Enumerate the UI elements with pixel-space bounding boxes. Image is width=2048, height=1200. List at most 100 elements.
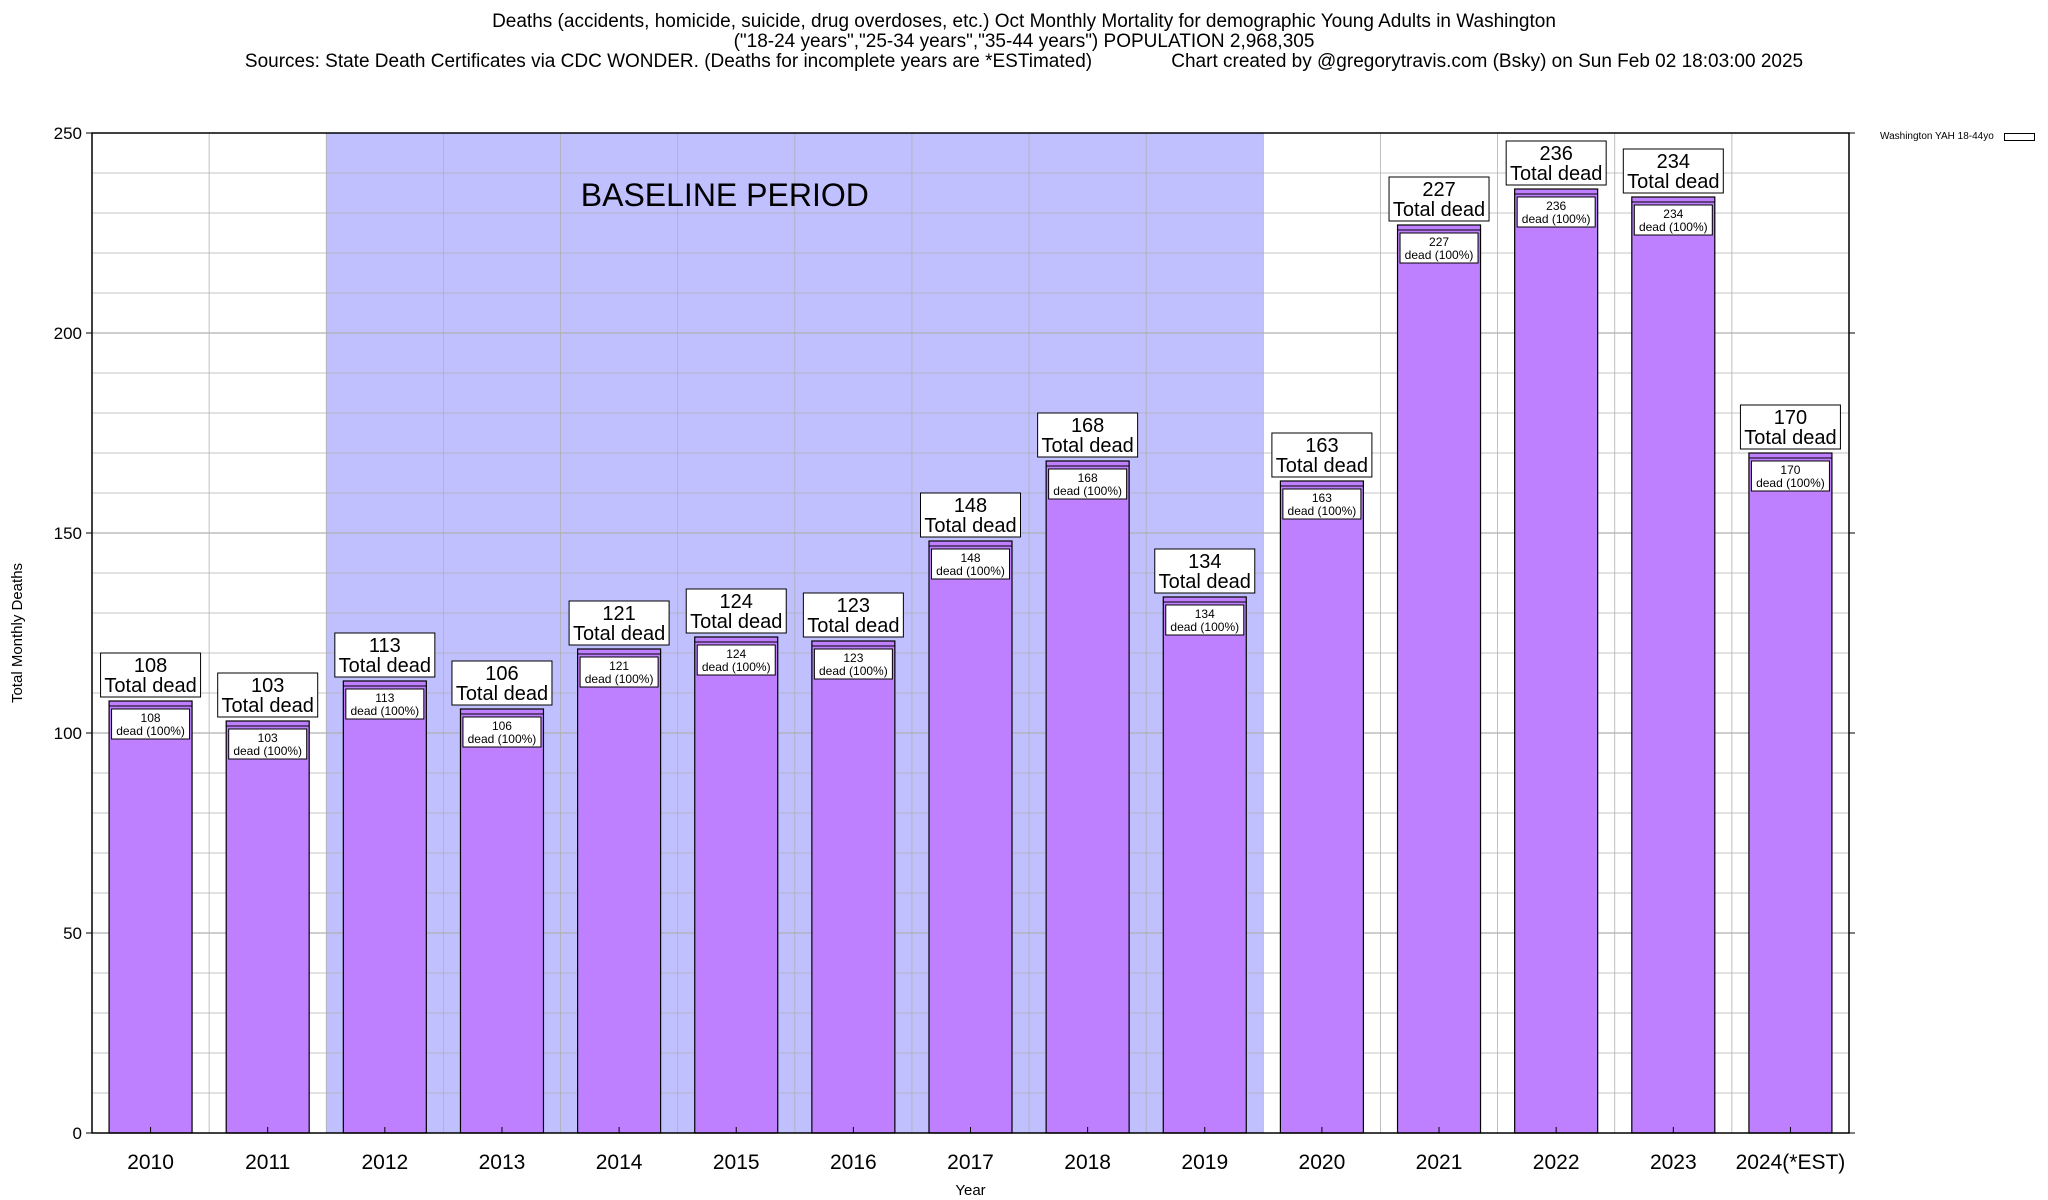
inner-percent-label: dead (100%) [1756, 476, 1825, 490]
bar [1279, 480, 1365, 1134]
total-value-label: 124 [720, 591, 753, 613]
inner-label-box [579, 656, 659, 688]
x-tick-label: 2015 [713, 1151, 760, 1174]
inner-label-box [1516, 196, 1596, 228]
inner-value-label: 236 [1546, 199, 1566, 213]
inner-percent-label: dead (100%) [468, 732, 537, 746]
x-tick-label: 2021 [1416, 1151, 1463, 1174]
bar [1162, 596, 1247, 1134]
inner-label-box [462, 716, 542, 748]
inner-percent-label: dead (100%) [1639, 220, 1708, 234]
inner-value-label: 227 [1429, 235, 1449, 249]
inner-label-box [1399, 232, 1479, 264]
total-dead-label: Total dead [573, 623, 665, 645]
x-tick-label: 2010 [127, 1151, 174, 1174]
total-value-label: 234 [1657, 151, 1690, 173]
inner-percent-label: dead (100%) [1405, 248, 1474, 262]
y-tick-label: 50 [63, 924, 82, 943]
inner-value-label: 124 [726, 647, 746, 661]
legend: Washington YAH 18-44yo [1880, 131, 2035, 142]
x-tick-label: 2024(*EST) [1736, 1151, 1846, 1174]
inner-label-box [1633, 204, 1713, 236]
x-tick-label: 2018 [1064, 1151, 1111, 1174]
inner-label-box [345, 688, 425, 720]
total-label-box [451, 660, 553, 706]
total-value-label: 103 [251, 675, 284, 697]
bar [1045, 460, 1130, 1134]
total-dead-label: Total dead [1627, 171, 1719, 193]
bar [1631, 196, 1716, 1134]
chart-source-line: Sources: State Death Certificates via CD… [244, 51, 1804, 72]
inner-value-label: 148 [960, 551, 980, 565]
inner-value-label: 163 [1312, 491, 1332, 505]
total-value-label: 123 [837, 595, 870, 617]
inner-percent-label: dead (100%) [233, 744, 302, 758]
inner-value-label: 123 [843, 651, 863, 665]
inner-label-box [931, 548, 1010, 580]
x-tick-label: 2014 [596, 1151, 643, 1174]
total-label-box [1505, 140, 1607, 186]
total-label-box [1739, 404, 1841, 450]
inner-percent-label: dead (100%) [585, 672, 654, 686]
total-value-label: 163 [1305, 435, 1338, 457]
bar [342, 680, 427, 1134]
inner-label-box [1165, 604, 1245, 636]
inner-label-box [1048, 468, 1128, 500]
x-tick-label: 2013 [479, 1151, 526, 1174]
inner-percent-label: dead (100%) [1522, 212, 1591, 226]
inner-label-box [228, 728, 308, 760]
total-dead-label: Total dead [690, 611, 782, 633]
bar [694, 636, 779, 1134]
bar [576, 648, 662, 1134]
total-value-label: 108 [134, 655, 167, 677]
total-label-box [802, 592, 904, 638]
y-axis-label: Total Monthly Deaths [9, 563, 26, 703]
total-value-label: 106 [485, 663, 518, 685]
x-tick-label: 2019 [1181, 1151, 1228, 1174]
total-label-box [1388, 176, 1490, 222]
legend-label: Washington YAH 18-44yo [1880, 131, 1994, 142]
inner-value-label: 121 [609, 659, 629, 673]
inner-percent-label: dead (100%) [936, 564, 1005, 578]
total-dead-label: Total dead [1276, 455, 1368, 477]
inner-value-label: 234 [1663, 207, 1683, 221]
total-dead-label: Total dead [104, 675, 196, 697]
total-value-label: 227 [1422, 179, 1455, 201]
total-dead-label: Total dead [1393, 199, 1485, 221]
inner-label-box [813, 648, 893, 680]
inner-percent-label: dead (100%) [702, 660, 771, 674]
inner-value-label: 103 [258, 731, 278, 745]
inner-label-box [111, 708, 191, 740]
total-dead-label: Total dead [456, 683, 548, 705]
total-dead-label: Total dead [1159, 571, 1251, 593]
total-label-box [920, 492, 1021, 538]
total-label-box [1037, 412, 1139, 458]
y-tick-label: 150 [54, 524, 82, 543]
total-value-label: 236 [1539, 143, 1572, 165]
total-label-box [217, 672, 319, 718]
inner-percent-label: dead (100%) [819, 664, 888, 678]
inner-percent-label: dead (100%) [1288, 504, 1357, 518]
bar [928, 540, 1013, 1134]
inner-label-box [696, 644, 776, 676]
bar [811, 640, 896, 1134]
inner-percent-label: dead (100%) [116, 724, 185, 738]
y-tick-label: 250 [54, 124, 82, 143]
inner-value-label: 106 [492, 719, 512, 733]
total-dead-label: Total dead [339, 655, 431, 677]
inner-value-label: 168 [1078, 471, 1098, 485]
total-value-label: 168 [1071, 415, 1104, 437]
total-value-label: 113 [369, 635, 401, 657]
bar [108, 700, 193, 1134]
x-tick-label: 2016 [830, 1151, 877, 1174]
inner-percent-label: dead (100%) [350, 704, 419, 718]
inner-value-label: 170 [1780, 463, 1800, 477]
total-value-label: 134 [1188, 551, 1221, 573]
x-axis-label: Year [955, 1182, 985, 1199]
total-label-box [685, 588, 787, 634]
total-label-box [1271, 432, 1373, 478]
bar [1514, 188, 1599, 1134]
total-label-box [1154, 548, 1256, 594]
legend-swatch [2003, 132, 2035, 141]
